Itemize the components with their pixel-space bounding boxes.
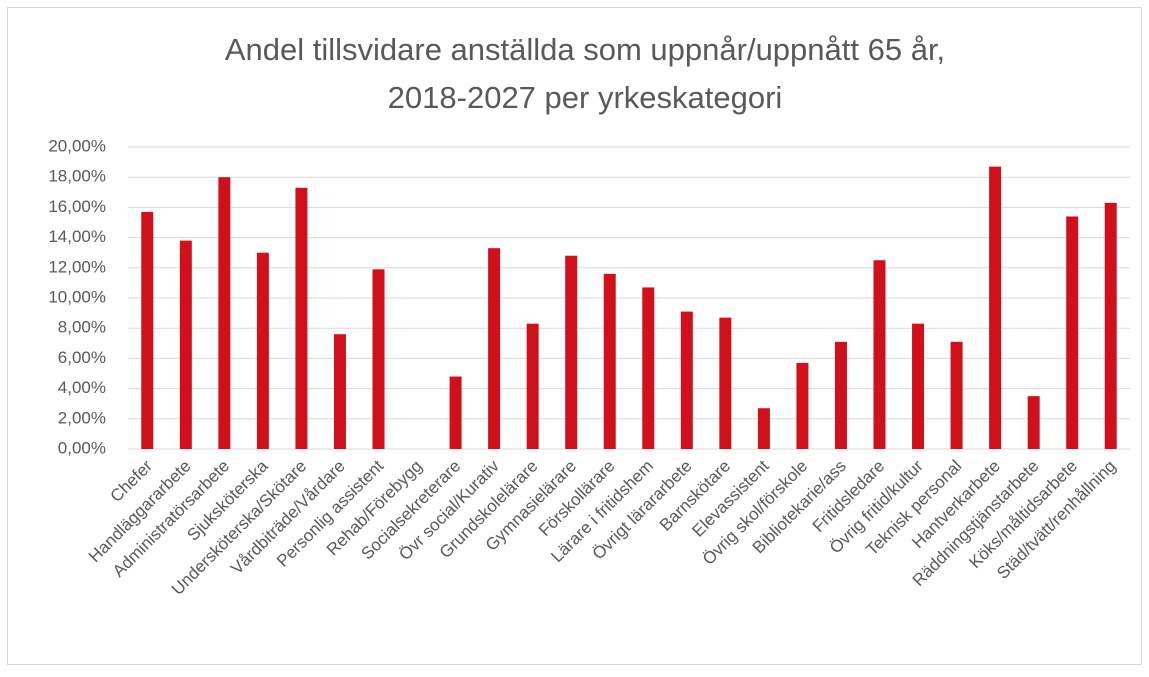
bar xyxy=(218,177,231,449)
y-tick-label: 12,00% xyxy=(48,257,106,276)
bar xyxy=(796,362,809,449)
bar xyxy=(141,211,154,449)
bar xyxy=(372,269,385,449)
bar xyxy=(873,260,886,449)
bar xyxy=(603,273,616,449)
bar xyxy=(989,166,1002,449)
bar xyxy=(488,248,501,449)
bar xyxy=(642,287,655,449)
bar xyxy=(719,317,732,449)
y-tick-label: 10,00% xyxy=(48,287,106,306)
bar xyxy=(757,408,770,449)
bar xyxy=(1104,202,1117,449)
y-tick-label: 4,00% xyxy=(58,378,106,397)
bar xyxy=(912,323,925,449)
bar xyxy=(179,240,192,449)
bar xyxy=(950,341,963,449)
bar xyxy=(526,323,539,449)
y-tick-label: 14,00% xyxy=(48,227,106,246)
y-tick-label: 0,00% xyxy=(58,438,106,457)
y-tick-label: 20,00% xyxy=(48,136,106,155)
chart-title: 2018-2027 per yrkeskategori xyxy=(388,80,783,115)
bar xyxy=(1027,396,1040,449)
y-tick-label: 16,00% xyxy=(48,197,106,216)
bar xyxy=(1066,216,1079,449)
bar xyxy=(295,187,308,449)
y-tick-label: 18,00% xyxy=(48,167,106,186)
y-tick-label: 8,00% xyxy=(58,318,106,337)
bar xyxy=(449,376,462,449)
bar xyxy=(333,334,346,449)
bar xyxy=(680,311,693,449)
bar xyxy=(565,255,578,449)
y-tick-label: 2,00% xyxy=(58,408,106,427)
bar xyxy=(834,341,847,449)
bar xyxy=(256,252,269,449)
y-tick-label: 6,00% xyxy=(58,348,106,367)
chart-title: Andel tillsvidare anställda som uppnår/u… xyxy=(225,32,945,67)
